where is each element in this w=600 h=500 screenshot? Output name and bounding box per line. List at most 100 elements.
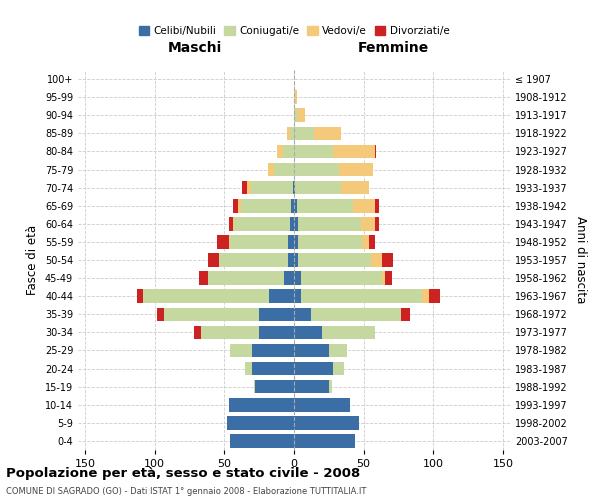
Bar (294, 416, 359, 430)
Bar (301, 290, 422, 303)
Bar (294, 90, 297, 104)
Bar (287, 126, 290, 140)
Bar (233, 199, 238, 212)
Bar (294, 253, 298, 267)
Bar (294, 380, 329, 394)
Bar (295, 181, 341, 194)
Bar (375, 199, 379, 212)
Bar (229, 235, 230, 248)
Bar (293, 181, 294, 194)
Bar (252, 362, 294, 376)
Bar (247, 181, 251, 194)
Bar (291, 199, 294, 212)
Bar (290, 126, 294, 140)
Text: Femmine: Femmine (358, 41, 429, 55)
Bar (294, 235, 298, 248)
Bar (208, 272, 284, 285)
Bar (298, 253, 371, 267)
Y-axis label: Anni di nascita: Anni di nascita (574, 216, 587, 304)
Bar (294, 308, 311, 321)
Bar (274, 162, 294, 176)
Bar (277, 144, 283, 158)
Bar (429, 290, 440, 303)
Bar (329, 344, 347, 357)
Bar (294, 326, 322, 339)
Bar (362, 235, 369, 248)
Bar (371, 253, 382, 267)
Bar (229, 398, 294, 411)
Bar (230, 344, 252, 357)
Bar (294, 434, 355, 448)
Text: Popolazione per età, sesso e stato civile - 2008: Popolazione per età, sesso e stato civil… (6, 468, 360, 480)
Bar (294, 362, 333, 376)
Text: COMUNE DI SAGRADO (GO) - Dati ISTAT 1° gennaio 2008 - Elaborazione TUTTITALIA.IT: COMUNE DI SAGRADO (GO) - Dati ISTAT 1° g… (6, 488, 367, 496)
Bar (143, 290, 269, 303)
Bar (375, 144, 376, 158)
Bar (338, 162, 373, 176)
Bar (289, 235, 294, 248)
Bar (294, 217, 298, 230)
Y-axis label: Fasce di età: Fasce di età (26, 225, 39, 295)
Bar (238, 199, 241, 212)
Bar (322, 326, 375, 339)
Bar (208, 253, 219, 267)
Bar (230, 434, 294, 448)
Bar (234, 217, 290, 230)
Bar (289, 253, 294, 267)
Legend: Celibi/Nubili, Coniugati/e, Vedovi/e, Divorziati/e: Celibi/Nubili, Coniugati/e, Vedovi/e, Di… (134, 22, 454, 40)
Bar (294, 181, 295, 194)
Bar (294, 290, 301, 303)
Bar (251, 181, 293, 194)
Bar (382, 272, 385, 285)
Bar (314, 126, 341, 140)
Bar (241, 199, 291, 212)
Bar (294, 126, 314, 140)
Bar (259, 308, 294, 321)
Bar (294, 162, 338, 176)
Bar (333, 362, 344, 376)
Bar (290, 217, 294, 230)
Bar (283, 144, 294, 158)
Bar (157, 308, 164, 321)
Bar (284, 272, 294, 285)
Bar (259, 326, 294, 339)
Bar (194, 326, 200, 339)
Bar (375, 217, 379, 230)
Bar (369, 235, 375, 248)
Bar (297, 108, 305, 122)
Bar (217, 235, 229, 248)
Bar (294, 108, 297, 122)
Bar (269, 290, 294, 303)
Bar (245, 362, 252, 376)
Bar (294, 199, 297, 212)
Bar (298, 235, 362, 248)
Bar (294, 272, 301, 285)
Bar (329, 380, 332, 394)
Bar (268, 162, 274, 176)
Bar (311, 308, 401, 321)
Bar (233, 217, 234, 230)
Bar (200, 326, 259, 339)
Bar (242, 181, 247, 194)
Bar (252, 344, 294, 357)
Bar (137, 290, 143, 303)
Text: Maschi: Maschi (167, 41, 222, 55)
Bar (294, 144, 333, 158)
Bar (297, 199, 353, 212)
Bar (333, 144, 375, 158)
Bar (229, 217, 233, 230)
Bar (353, 199, 375, 212)
Bar (294, 344, 329, 357)
Bar (401, 308, 410, 321)
Bar (294, 398, 350, 411)
Bar (254, 380, 255, 394)
Bar (199, 272, 208, 285)
Bar (422, 290, 429, 303)
Bar (301, 272, 382, 285)
Bar (255, 380, 294, 394)
Bar (385, 272, 392, 285)
Bar (382, 253, 393, 267)
Bar (361, 217, 375, 230)
Bar (230, 235, 289, 248)
Bar (227, 416, 294, 430)
